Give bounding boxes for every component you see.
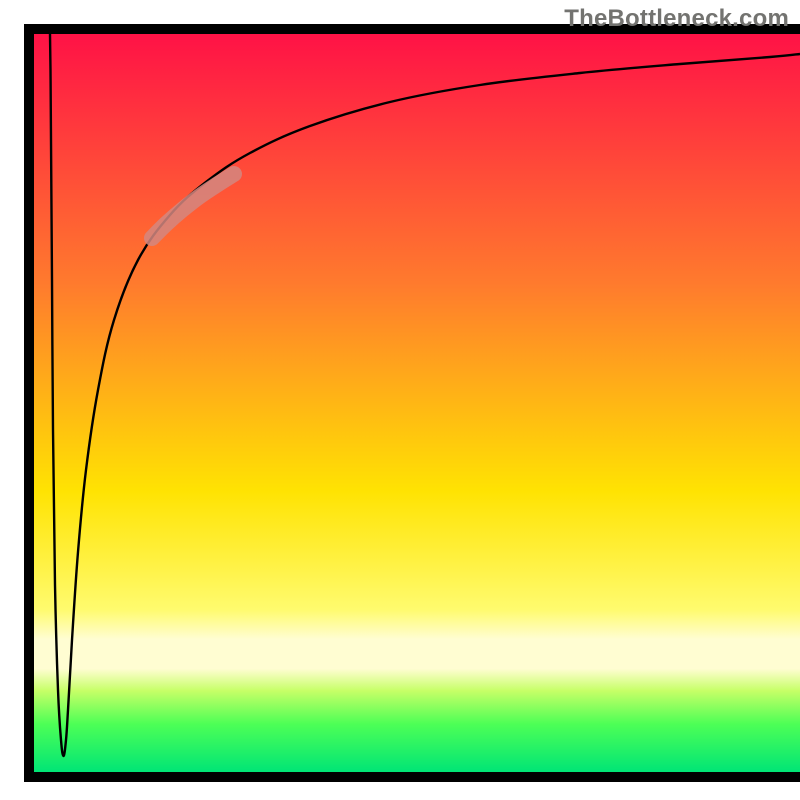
plot-area-fill xyxy=(34,34,800,772)
frame-left xyxy=(24,24,34,782)
watermark-label: TheBottleneck.com xyxy=(564,5,789,33)
frame-bottom xyxy=(24,772,800,782)
bottleneck-chart xyxy=(0,0,800,800)
